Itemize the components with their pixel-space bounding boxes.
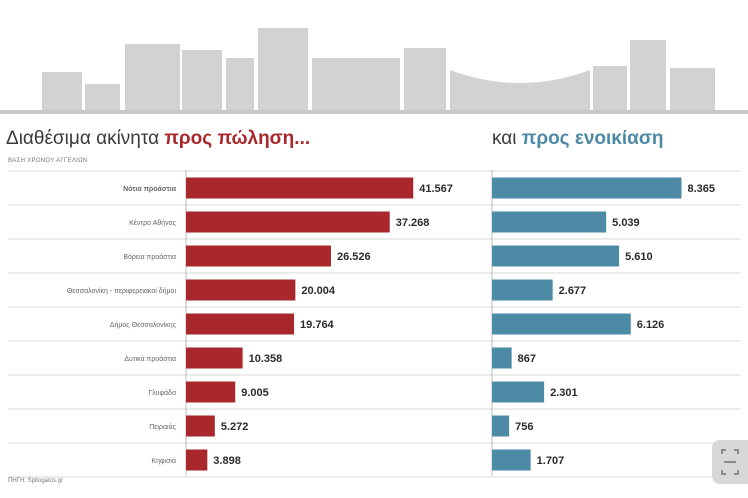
sale-bar [186,279,296,301]
sale-value-label: 10.358 [249,353,283,365]
rent-value-label: 2.301 [550,387,578,399]
rent-bar [492,211,607,233]
chart-title-rent: και προς ενοικίαση [492,128,663,150]
category-label: Γλυφάδα [148,389,176,397]
city-skyline-illustration [0,28,748,114]
sale-value-label: 26.526 [337,251,371,263]
chart-subtitle: ΒΑΣΗ ΧΡΟΝΟΥ ΑΓΓΕΛΙΩΝ [8,158,88,164]
sale-value-label: 41.567 [419,183,453,195]
rent-value-label: 6.126 [637,319,665,331]
sale-bar [186,313,295,335]
chart-title-sale: Διαθέσιμα ακίνητα προς πώληση... [6,128,310,150]
rent-bar [492,347,512,369]
sale-bar [186,381,236,403]
category-label: Δυτικά προάστια [124,355,176,363]
category-label: Βόρεια προάστια [123,253,176,261]
rent-bar [492,313,631,335]
rent-value-label: 756 [515,421,533,433]
rent-bar [492,381,545,403]
scan-icon[interactable] [712,440,748,484]
sale-value-label: 20.004 [301,285,336,297]
sale-bar [186,347,243,369]
rent-bar [492,449,531,471]
category-label: Πειραιάς [149,423,176,431]
rent-value-label: 5.039 [612,217,640,229]
source-note: ΠΗΓΗ: Spitogatos.gr [8,478,63,484]
rent-value-label: 867 [518,353,536,365]
sale-value-label: 37.268 [396,217,430,229]
rent-bar [492,177,682,199]
title-sale-plain: Διαθέσιμα ακίνητα [6,128,165,149]
sale-value-label: 3.898 [213,455,241,467]
rent-bar [492,279,553,301]
rent-bar [492,245,620,267]
sale-bar [186,211,390,233]
title-rent-plain: και [492,128,522,149]
sale-value-label: 5.272 [221,421,249,433]
category-label: Δήμος Θεσσαλονίκης [110,321,177,329]
sale-bar [186,449,208,471]
rent-value-label: 1.707 [537,455,565,467]
sale-bar [186,245,332,267]
category-label: Κέντρο Αθήνας [129,219,176,227]
title-rent-emphasis: προς ενοικίαση [521,128,664,149]
category-label: Νότια προάστια [123,186,177,193]
sale-bar [186,177,414,199]
rent-value-label: 2.677 [559,285,587,297]
sale-value-label: 19.764 [300,319,335,331]
rent-value-label: 5.610 [625,251,653,263]
rent-bar [492,415,510,437]
title-sale-emphasis: προς πώληση... [164,128,311,149]
category-label: Κηφισιά [151,457,176,465]
category-label: Θεσσαλονίκη - περιφερειακοί δήμοι [67,287,177,295]
sale-value-label: 9.005 [241,387,269,399]
rent-value-label: 8.365 [687,183,715,195]
bar-chart: Νότια προάστια Κέντρο Αθήνας Βόρεια προάστ… [8,170,740,478]
sale-bar [186,415,215,437]
